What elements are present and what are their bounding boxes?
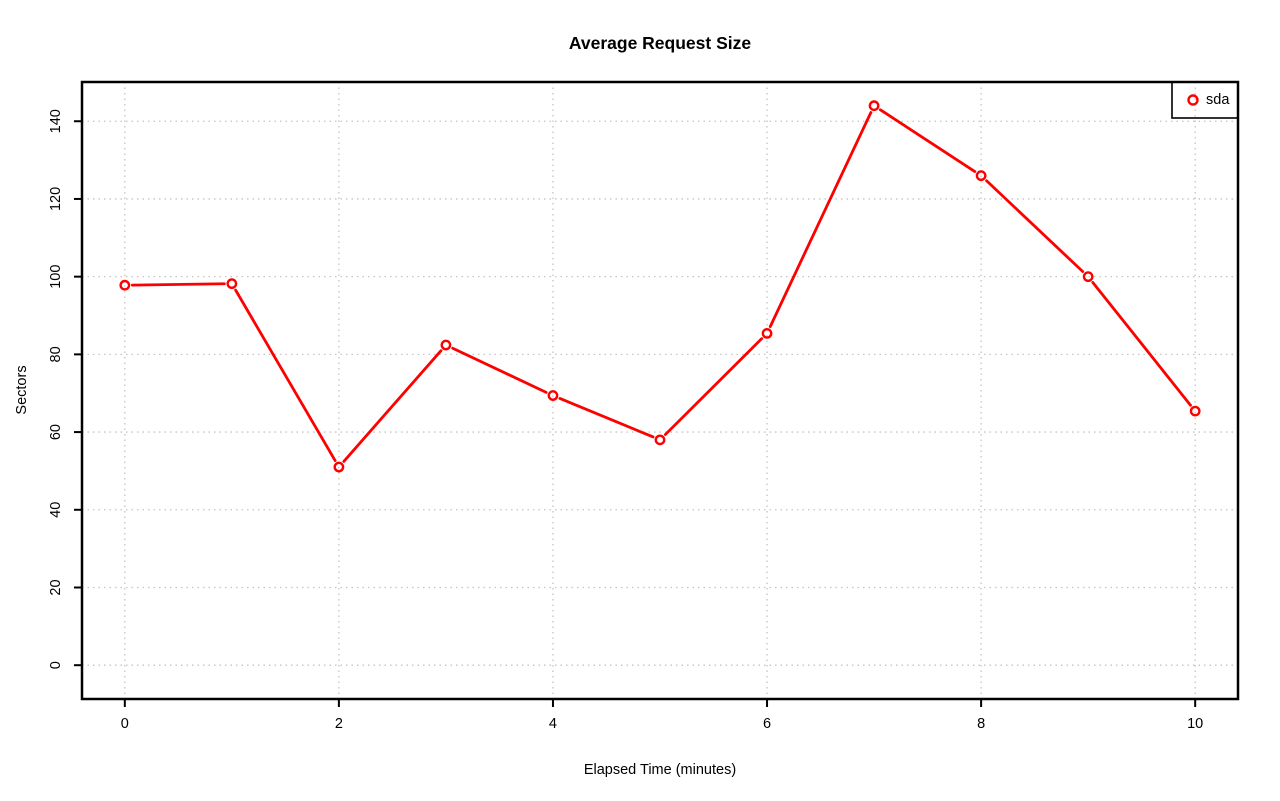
data-point-marker: [333, 461, 345, 473]
data-point-marker: [654, 434, 666, 446]
y-tick-label: 140: [48, 109, 64, 133]
y-tick-label: 100: [48, 265, 64, 289]
x-tick-label: 6: [763, 716, 771, 732]
series-line-segment: [451, 346, 548, 394]
y-tick-label: 60: [48, 424, 64, 440]
y-tick-label: 40: [48, 502, 64, 518]
y-tick-label: 80: [48, 346, 64, 362]
x-axis-title: Elapsed Time (minutes): [583, 762, 737, 778]
series-line-segment: [234, 288, 337, 462]
series-line-segment: [1091, 281, 1192, 407]
x-tick-label: 2: [335, 716, 343, 732]
series-line-segment: [985, 179, 1085, 273]
plot-border: [80, 80, 1240, 701]
data-point-marker: [440, 339, 452, 351]
x-tick-label: 4: [549, 716, 557, 732]
series-line-segment: [130, 282, 226, 287]
data-point-marker: [226, 278, 238, 290]
legend-box: [1171, 81, 1239, 119]
series-line-segment: [342, 349, 443, 463]
data-point-marker: [761, 327, 773, 339]
data-point-marker: [119, 279, 131, 291]
y-tick-label: 120: [48, 187, 64, 211]
legend-marker-icon: [1187, 94, 1199, 106]
data-point-marker: [868, 100, 880, 112]
x-tick-label: 8: [977, 716, 985, 732]
data-point-marker: [547, 390, 559, 401]
y-tick-label: 20: [48, 579, 64, 595]
chart-title: Average Request Size: [568, 33, 752, 53]
series-line-segment: [768, 111, 873, 328]
series-line-segment: [878, 108, 977, 173]
series-line-segment: [558, 397, 655, 439]
x-tick-label: 10: [1187, 716, 1203, 732]
data-point-marker: [975, 170, 987, 182]
legend-label: sda: [1206, 92, 1230, 108]
series-line-segment: [663, 337, 764, 436]
y-tick-label: 0: [48, 661, 64, 669]
y-axis-title: Sectors: [14, 365, 30, 415]
x-tick-label: 0: [121, 716, 129, 732]
data-point-marker: [1082, 271, 1094, 283]
data-point-marker: [1189, 405, 1201, 417]
